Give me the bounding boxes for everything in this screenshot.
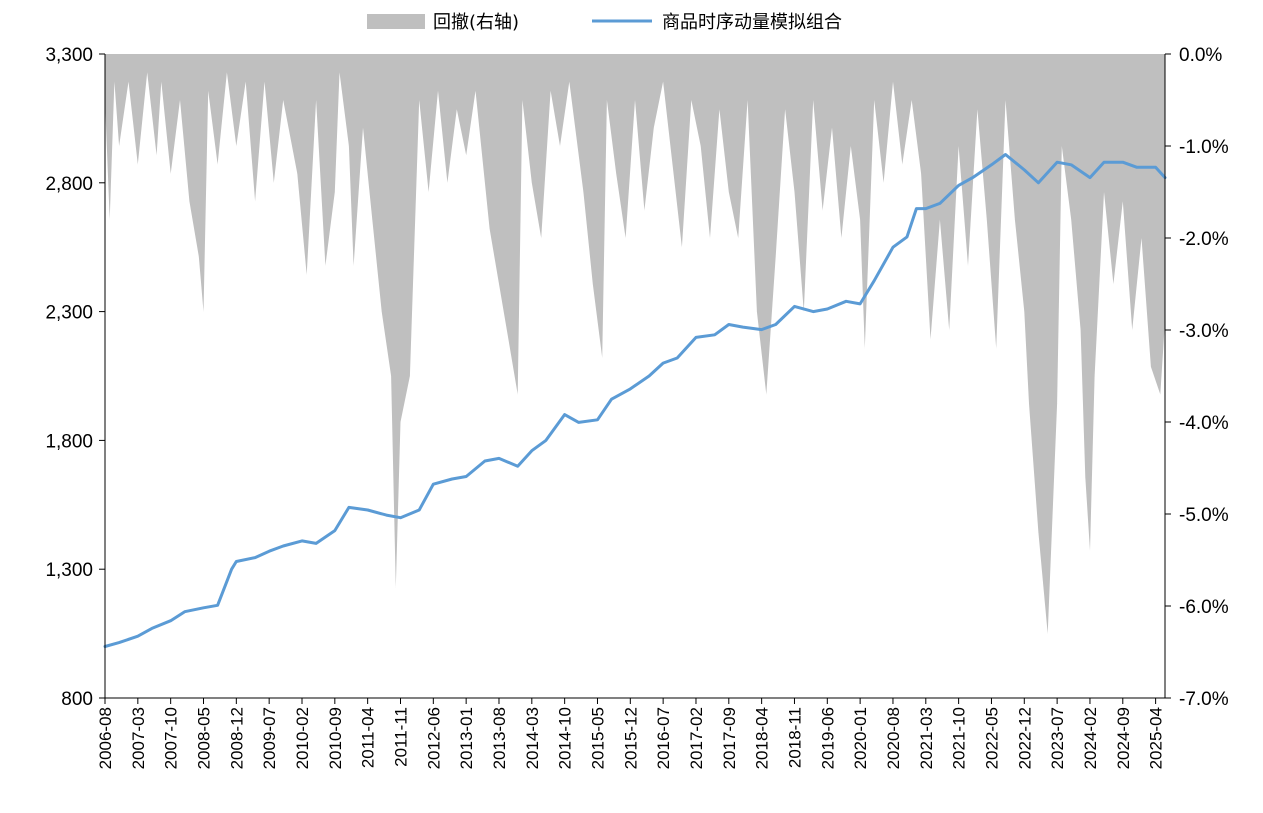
- y-left-tick-label: 1,800: [45, 431, 93, 452]
- x-tick-label: 2011-04: [359, 707, 378, 768]
- y-left-tick-label: 1,300: [45, 560, 93, 581]
- y-right-tick-label: -4.0%: [1179, 413, 1229, 434]
- x-tick-label: 2008-05: [194, 707, 213, 769]
- x-tick-label: 2015-05: [588, 707, 607, 769]
- drawdown-area: [105, 54, 1165, 634]
- x-tick-label: 2018-04: [753, 707, 772, 769]
- x-tick-label: 2015-12: [621, 707, 640, 769]
- x-tick-label: 2013-01: [457, 707, 476, 769]
- y-right-tick-label: -2.0%: [1179, 229, 1229, 250]
- x-tick-label: 2017-09: [720, 707, 739, 769]
- legend-swatch-drawdown: [367, 14, 425, 29]
- legend: 回撤(右轴) 商品时序动量模拟组合: [367, 12, 842, 33]
- x-axis-ticks: 2006-08 2007-03 2007-10 2008-05 2008-12 2009-…: [96, 698, 1166, 769]
- x-tick-label: 2009-07: [260, 707, 279, 769]
- x-tick-label: 2007-03: [129, 707, 148, 769]
- x-tick-label: 2021-03: [917, 707, 936, 769]
- x-tick-label: 2018-11: [785, 707, 804, 768]
- x-tick-label: 2014-03: [523, 707, 542, 769]
- x-tick-label: 2011-11: [391, 707, 410, 767]
- x-tick-label: 2023-07: [1048, 707, 1067, 769]
- x-tick-label: 2010-02: [293, 707, 312, 769]
- x-tick-label: 2013-08: [490, 707, 509, 769]
- portfolio-line: [103, 153, 1167, 648]
- y-left-tick-label: 2,300: [45, 303, 93, 324]
- y-right-tick-label: -7.0%: [1179, 689, 1229, 710]
- x-tick-label: 2022-05: [982, 707, 1001, 769]
- y-right-tick-label: -5.0%: [1179, 505, 1229, 526]
- y-right-tick-label: -1.0%: [1179, 137, 1229, 158]
- x-tick-label: 2012-06: [424, 707, 443, 769]
- x-tick-label: 2017-02: [687, 707, 706, 769]
- x-tick-label: 2006-08: [96, 707, 115, 769]
- x-tick-label: 2014-10: [556, 707, 575, 769]
- legend-label-portfolio: 商品时序动量模拟组合: [662, 12, 842, 33]
- y-right-tick-label: -3.0%: [1179, 321, 1229, 342]
- x-tick-label: 2024-09: [1114, 707, 1133, 769]
- portfolio-line-series: [103, 153, 1167, 648]
- y-right-tick-label: -6.0%: [1179, 597, 1229, 618]
- axes: [104, 54, 1166, 699]
- y-axis-right-ticks: 0.0% -1.0% -2.0% -3.0% -4.0% -5.0% -6.0% -7.0%: [1165, 45, 1229, 710]
- x-tick-label: 2008-12: [227, 707, 246, 769]
- x-tick-label: 2020-08: [884, 707, 903, 769]
- drawdown-area-series: [104, 54, 1166, 634]
- y-left-tick-label: 2,800: [45, 174, 93, 195]
- x-tick-label: 2024-02: [1081, 707, 1100, 769]
- x-tick-label: 2010-09: [326, 707, 345, 769]
- y-left-tick-label: 800: [61, 689, 93, 710]
- legend-label-drawdown: 回撤(右轴): [433, 12, 519, 33]
- y-axis-left-ticks: 3,300 2,800 2,300 1,800 1,300 800: [45, 45, 105, 710]
- y-left-tick-label: 3,300: [45, 45, 93, 66]
- x-tick-label: 2025-04: [1147, 707, 1166, 769]
- x-tick-label: 2019-06: [818, 707, 837, 769]
- x-tick-label: 2020-01: [851, 707, 870, 769]
- y-right-tick-label: 0.0%: [1179, 45, 1222, 66]
- x-tick-label: 2022-12: [1015, 707, 1034, 769]
- x-tick-label: 2007-10: [162, 707, 181, 769]
- x-tick-label: 2021-10: [950, 707, 969, 769]
- x-tick-label: 2016-07: [654, 707, 673, 769]
